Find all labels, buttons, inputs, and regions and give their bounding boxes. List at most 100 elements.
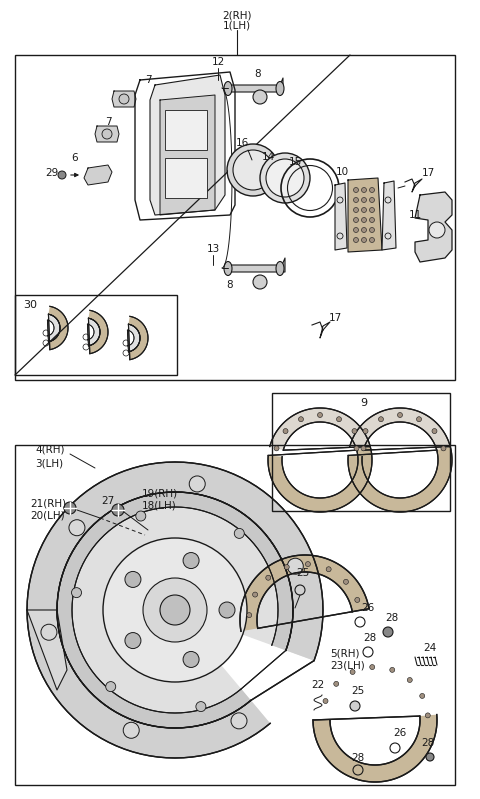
- Circle shape: [353, 197, 359, 202]
- Circle shape: [58, 171, 66, 179]
- Circle shape: [344, 579, 348, 584]
- Bar: [15, 295, 177, 375]
- Circle shape: [441, 446, 446, 451]
- Circle shape: [370, 665, 375, 670]
- Circle shape: [305, 562, 311, 566]
- Text: 24: 24: [423, 643, 437, 653]
- Circle shape: [361, 208, 367, 213]
- Circle shape: [143, 578, 207, 642]
- Text: 8: 8: [227, 280, 233, 290]
- Circle shape: [425, 713, 430, 718]
- Circle shape: [102, 129, 112, 139]
- Text: 17: 17: [328, 313, 342, 323]
- Circle shape: [370, 188, 374, 193]
- Circle shape: [361, 446, 366, 451]
- Ellipse shape: [276, 261, 284, 276]
- Polygon shape: [415, 192, 452, 262]
- Polygon shape: [84, 165, 112, 185]
- Text: 14: 14: [262, 152, 275, 162]
- Circle shape: [299, 417, 303, 422]
- Circle shape: [106, 682, 116, 692]
- Circle shape: [41, 624, 57, 640]
- Ellipse shape: [266, 159, 304, 197]
- Text: 7: 7: [144, 75, 151, 85]
- Text: 25: 25: [296, 568, 310, 578]
- Circle shape: [420, 694, 425, 698]
- Circle shape: [370, 208, 374, 213]
- Polygon shape: [350, 408, 450, 450]
- Polygon shape: [27, 462, 323, 758]
- Bar: [165, 110, 207, 150]
- Polygon shape: [48, 306, 68, 350]
- Text: 23(LH): 23(LH): [330, 661, 365, 671]
- Bar: [272, 393, 450, 511]
- Circle shape: [417, 417, 421, 422]
- Text: 9: 9: [360, 398, 368, 408]
- Circle shape: [247, 613, 252, 618]
- Circle shape: [183, 553, 199, 569]
- Circle shape: [355, 598, 360, 602]
- Text: 15: 15: [288, 157, 301, 167]
- Polygon shape: [228, 78, 283, 92]
- Circle shape: [361, 228, 367, 233]
- Polygon shape: [112, 91, 136, 107]
- Polygon shape: [129, 316, 148, 360]
- Text: 22: 22: [312, 680, 324, 690]
- Circle shape: [323, 698, 328, 703]
- Circle shape: [196, 702, 206, 712]
- Text: 16: 16: [235, 138, 249, 148]
- Circle shape: [189, 476, 205, 492]
- Circle shape: [103, 538, 247, 682]
- Text: 2(RH): 2(RH): [222, 10, 252, 20]
- Circle shape: [234, 528, 244, 539]
- Polygon shape: [127, 324, 140, 352]
- Circle shape: [219, 602, 235, 618]
- Circle shape: [136, 511, 146, 521]
- Polygon shape: [348, 447, 452, 512]
- Text: 28: 28: [351, 753, 365, 763]
- Circle shape: [407, 678, 412, 682]
- Text: 28: 28: [385, 613, 398, 623]
- Text: 8: 8: [255, 69, 261, 79]
- Circle shape: [253, 275, 267, 289]
- Circle shape: [353, 237, 359, 243]
- Polygon shape: [228, 258, 285, 272]
- Polygon shape: [160, 95, 215, 215]
- Circle shape: [72, 587, 82, 598]
- Circle shape: [284, 565, 289, 570]
- Text: 1(LH): 1(LH): [223, 20, 251, 30]
- Text: 13: 13: [206, 244, 220, 254]
- Circle shape: [426, 753, 434, 761]
- Circle shape: [288, 559, 303, 574]
- Polygon shape: [88, 310, 108, 354]
- Circle shape: [336, 417, 341, 422]
- Polygon shape: [270, 408, 370, 450]
- Polygon shape: [348, 178, 382, 252]
- Polygon shape: [240, 555, 369, 631]
- Polygon shape: [335, 183, 347, 250]
- Circle shape: [397, 412, 403, 418]
- Circle shape: [370, 237, 374, 243]
- Circle shape: [353, 188, 359, 193]
- Text: 7: 7: [105, 117, 111, 127]
- Circle shape: [231, 713, 247, 729]
- Circle shape: [253, 90, 267, 104]
- Text: 26: 26: [394, 728, 407, 738]
- Circle shape: [274, 446, 279, 451]
- Ellipse shape: [224, 81, 232, 96]
- Polygon shape: [27, 462, 323, 758]
- Text: 28: 28: [363, 633, 377, 643]
- Circle shape: [123, 722, 139, 738]
- Circle shape: [361, 237, 367, 243]
- Text: 10: 10: [336, 167, 348, 177]
- Circle shape: [390, 667, 395, 673]
- Bar: [15, 55, 455, 380]
- Circle shape: [361, 217, 367, 222]
- Circle shape: [361, 197, 367, 202]
- Polygon shape: [95, 126, 119, 142]
- Text: 25: 25: [351, 686, 365, 696]
- Polygon shape: [48, 314, 60, 342]
- Circle shape: [252, 592, 258, 597]
- Text: 29: 29: [46, 168, 59, 178]
- Circle shape: [350, 670, 355, 674]
